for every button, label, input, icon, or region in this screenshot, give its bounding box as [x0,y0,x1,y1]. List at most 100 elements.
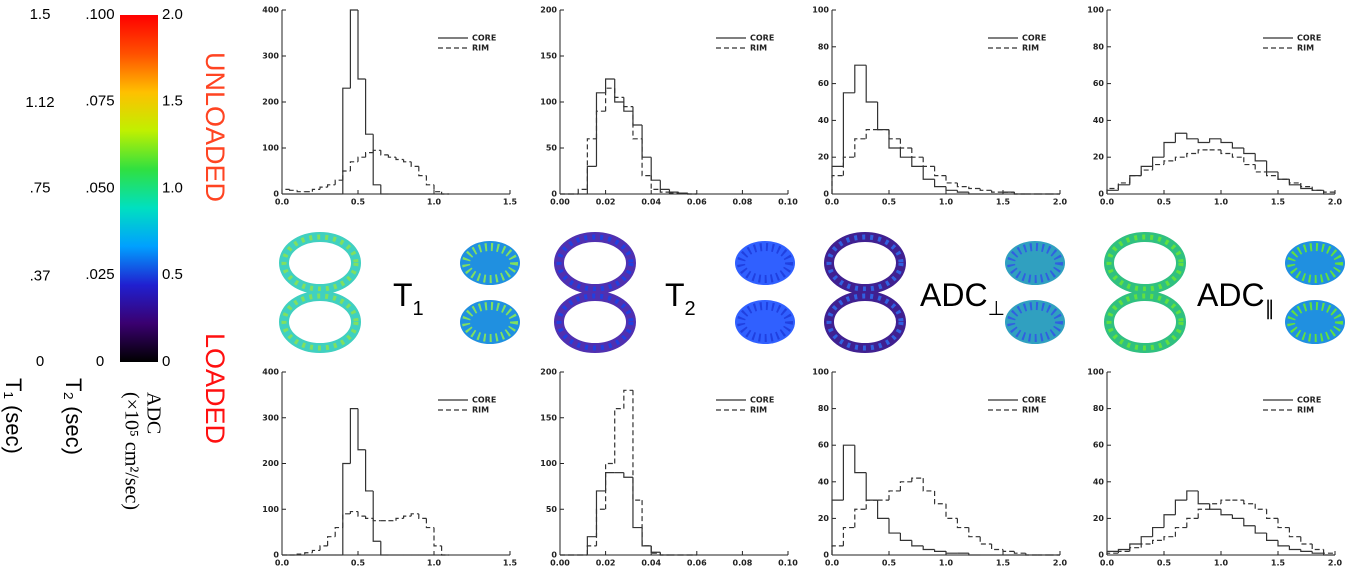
x-tick-label: 0.0 [275,198,290,207]
y-tick-label: 400 [262,6,279,15]
histogram-step [899,533,912,541]
histogram-step [1152,526,1164,537]
ring-map-texture [556,234,634,292]
histogram-step [433,527,442,547]
x-tick-label: 0.0 [825,559,840,568]
histogram-step [327,536,336,546]
histogram-step [1129,175,1142,183]
histogram-step [1266,509,1278,519]
y-tick-label: 100 [812,368,829,377]
histogram-step [632,390,643,501]
histogram-step [586,545,597,555]
histogram-step [1254,164,1267,173]
disc-map-texture [462,302,518,342]
histogram-step [659,189,670,193]
y-tick-label: 40 [818,116,830,125]
y-tick-label: 80 [1093,404,1105,413]
histogram-step [372,149,381,153]
histogram-step [911,157,924,167]
histogram-step [1106,187,1119,194]
map-label-base: ADC [1197,277,1265,313]
x-tick-label: 0.5 [882,559,897,568]
histogram-step [1300,549,1313,552]
histogram-step [1220,138,1233,144]
histogram-step [296,553,305,555]
histogram-step [372,490,381,542]
histogram-step [577,188,588,194]
histogram-step [1140,165,1153,176]
histogram-step [1140,169,1153,176]
y-tick-label: 100 [1087,6,1104,15]
histogram-step [968,186,981,190]
histogram-step [595,490,606,537]
colorbar-tick-label: 1.0 [162,179,183,196]
histogram-step [854,64,867,93]
y-tick-label: 20 [818,514,830,523]
histogram-step [1186,133,1199,140]
y-tick-label: 0 [273,551,279,560]
histogram-step [687,193,697,195]
histogram-step [425,518,434,529]
histogram-step [586,165,597,194]
histogram-step [1129,175,1142,185]
histogram-step [650,545,661,553]
legend-label: RIM [1297,44,1314,53]
histogram-step [831,499,844,555]
x-tick-label: 1.0 [427,198,442,207]
ring-map [1104,291,1186,353]
histogram-step [1140,536,1153,545]
histogram-step [1311,551,1324,554]
histogram-step [922,166,935,180]
legend-label: RIM [472,406,489,415]
ring-map [824,291,906,353]
x-tick-label: 0.0 [275,559,290,568]
x-tick-label: 1.5 [996,198,1011,207]
histogram-step [1174,526,1187,537]
y-tick-label: 60 [1093,79,1105,88]
histogram-step [979,188,992,191]
ring-map-texture [281,293,359,351]
histogram-step [1186,152,1199,158]
histogram-step [979,536,992,545]
histogram-step [357,156,366,162]
x-tick-label: 0.5 [351,198,366,207]
y-tick-label: 300 [262,52,279,61]
histogram-step [650,175,661,190]
x-tick-label: 1.5 [1271,559,1286,568]
x-tick-label: 0.02 [596,198,616,207]
x-tick-label: 1.0 [1214,559,1229,568]
histogram-step [1117,184,1130,191]
histogram-step [1186,517,1199,528]
histogram-step [991,544,1003,551]
histogram-step [1163,536,1176,541]
legend-label: RIM [472,44,489,53]
colorbar-axis-label: T₁ (sec) [1,378,26,454]
histogram-step [441,545,450,556]
histogram-step [1323,549,1336,555]
histogram-step [319,186,328,190]
y-tick-label: 300 [262,413,279,422]
histogram-step [659,553,670,556]
x-tick-label: 1.0 [939,559,954,568]
y-tick-label: 100 [540,98,557,107]
histogram-step [281,188,290,194]
y-tick-label: 50 [546,505,558,514]
histogram-step [668,189,679,193]
legend-label: RIM [1297,406,1314,415]
histogram-step [1254,525,1267,534]
histogram-step [296,190,305,193]
histogram-step [968,553,981,556]
histogram-step [945,503,958,519]
histogram-step [623,472,633,478]
x-tick-label: 0.0 [825,198,840,207]
x-tick-label: 0.0 [1100,198,1115,207]
histogram-step [614,408,624,464]
histogram-step [1243,157,1256,166]
disc-map-texture [462,243,518,283]
colorbar-tick-label: 0 [36,353,44,370]
y-tick-label: 0 [273,190,279,199]
map-label: T1 [393,277,424,320]
unloaded-label: UNLOADED [200,52,230,202]
y-tick-label: 0 [823,551,829,560]
loaded-label: LOADED [200,333,230,444]
